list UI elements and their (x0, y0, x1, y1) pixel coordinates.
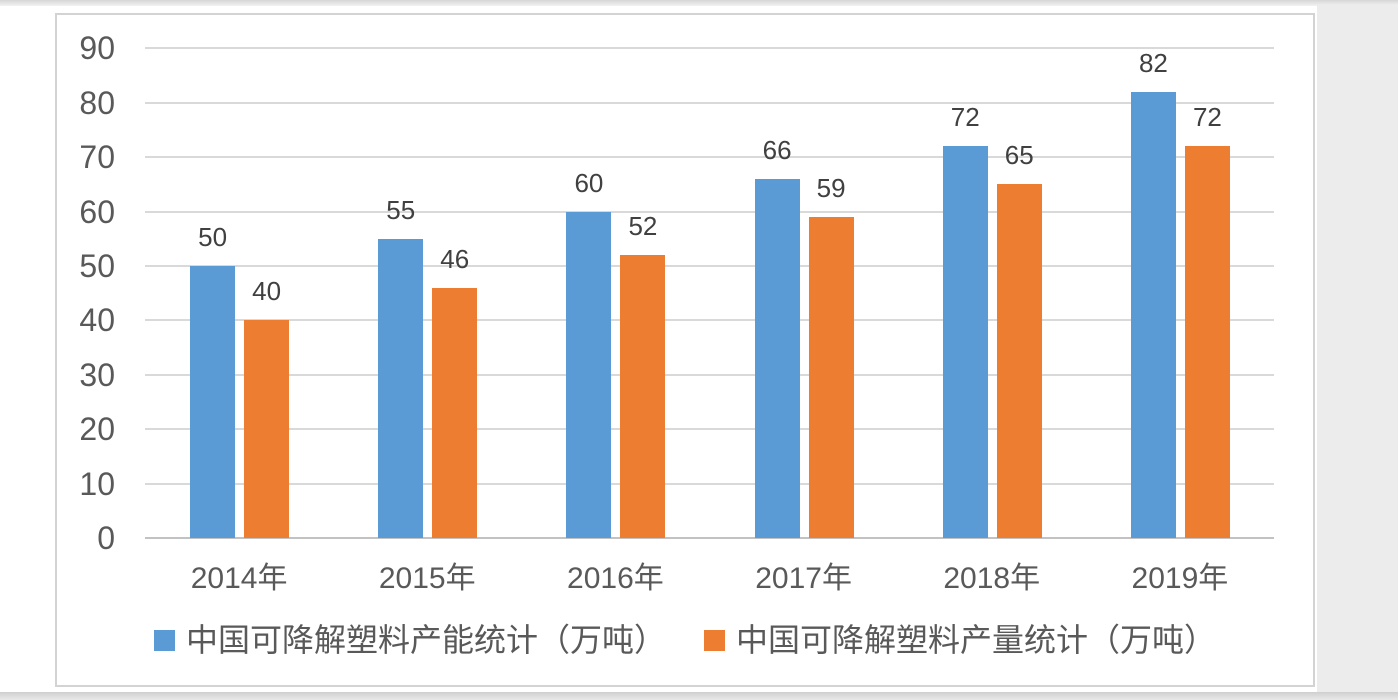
bar-output (996, 184, 1042, 538)
gridline (145, 47, 1274, 50)
gridline (145, 210, 1274, 213)
x-tick-label: 2019年 (1131, 562, 1229, 595)
legend-swatch-output (704, 629, 725, 651)
data-label: 52 (628, 211, 658, 242)
y-tick-label: 80 (79, 84, 115, 121)
y-axis-tick-labels: 0 10 20 30 40 50 60 70 80 90 (57, 15, 1313, 685)
x-tick-label: 2014年 (190, 562, 288, 595)
top-edge-strip (0, 0, 1398, 6)
x-tick-label: 2018年 (943, 562, 1041, 595)
right-background-panel (1317, 5, 1398, 692)
gridline (145, 373, 1274, 376)
y-tick-label: 70 (79, 139, 115, 176)
bar-capacity (754, 178, 800, 538)
gridline (145, 265, 1274, 267)
legend-label: 中国可降解塑料产量统计（万吨） (736, 622, 1217, 658)
bars-layer (57, 15, 1313, 685)
y-tick-label: 90 (79, 30, 115, 67)
chart-frame: 0 10 20 30 40 50 60 70 80 90 50 40 55 46 60 52 66 59 72 65… (55, 13, 1315, 687)
y-tick-label: 60 (79, 193, 115, 230)
y-tick-label: 0 (97, 520, 115, 556)
gridline (145, 101, 1274, 104)
bar-output (620, 255, 666, 538)
legend-item: 中国可降解塑料产能统计（万吨） (153, 620, 666, 660)
data-label: 40 (252, 276, 282, 307)
x-tick-label: 2017年 (755, 562, 852, 595)
data-label: 72 (1192, 102, 1222, 133)
data-label: 72 (950, 102, 980, 133)
bar-capacity (566, 211, 612, 538)
x-tick-label: 2016年 (567, 562, 664, 595)
bar-capacity (378, 238, 424, 538)
y-tick-label: 40 (79, 302, 115, 339)
data-label: 82 (1138, 47, 1168, 78)
legend-swatch-capacity (153, 629, 175, 651)
chart-legend: 中国可降解塑料产能统计（万吨） 中国可降解塑料产量统计（万吨） (57, 618, 1313, 662)
x-tick-label: 2015年 (378, 562, 476, 595)
y-tick-label: 50 (79, 248, 115, 284)
y-tick-label: 10 (79, 465, 115, 502)
legend-label: 中国可降解塑料产能统计（万吨） (185, 622, 666, 658)
y-tick-label: 20 (79, 411, 115, 448)
y-tick-label: 30 (79, 356, 115, 393)
bar-output (1184, 146, 1230, 538)
gridline (145, 156, 1274, 159)
gridlines-layer (57, 15, 1313, 685)
gridline (145, 319, 1274, 322)
gridline (145, 482, 1274, 485)
data-labels-layer: 50 40 55 46 60 52 66 59 72 65 82 72 (57, 15, 1313, 685)
bar-capacity (942, 146, 988, 538)
legend-item: 中国可降解塑料产量统计（万吨） (704, 620, 1216, 660)
bar-output (808, 217, 854, 538)
bar-capacity (1130, 91, 1176, 538)
bottom-edge-strip (0, 692, 1398, 700)
bar-output (244, 320, 290, 538)
bar-capacity (190, 266, 236, 538)
data-label: 59 (816, 173, 846, 204)
data-label: 50 (198, 222, 228, 252)
data-label: 60 (574, 167, 604, 198)
x-axis-line (145, 537, 1274, 539)
data-label: 46 (440, 243, 470, 274)
data-label: 66 (762, 134, 792, 165)
bar-output (432, 287, 478, 538)
x-axis-category-labels: 2014年 2015年 2016年 2017年 2018年 2019年 (57, 15, 1313, 685)
gridline (145, 428, 1274, 431)
data-label: 55 (386, 194, 416, 225)
data-label: 65 (1004, 140, 1034, 171)
